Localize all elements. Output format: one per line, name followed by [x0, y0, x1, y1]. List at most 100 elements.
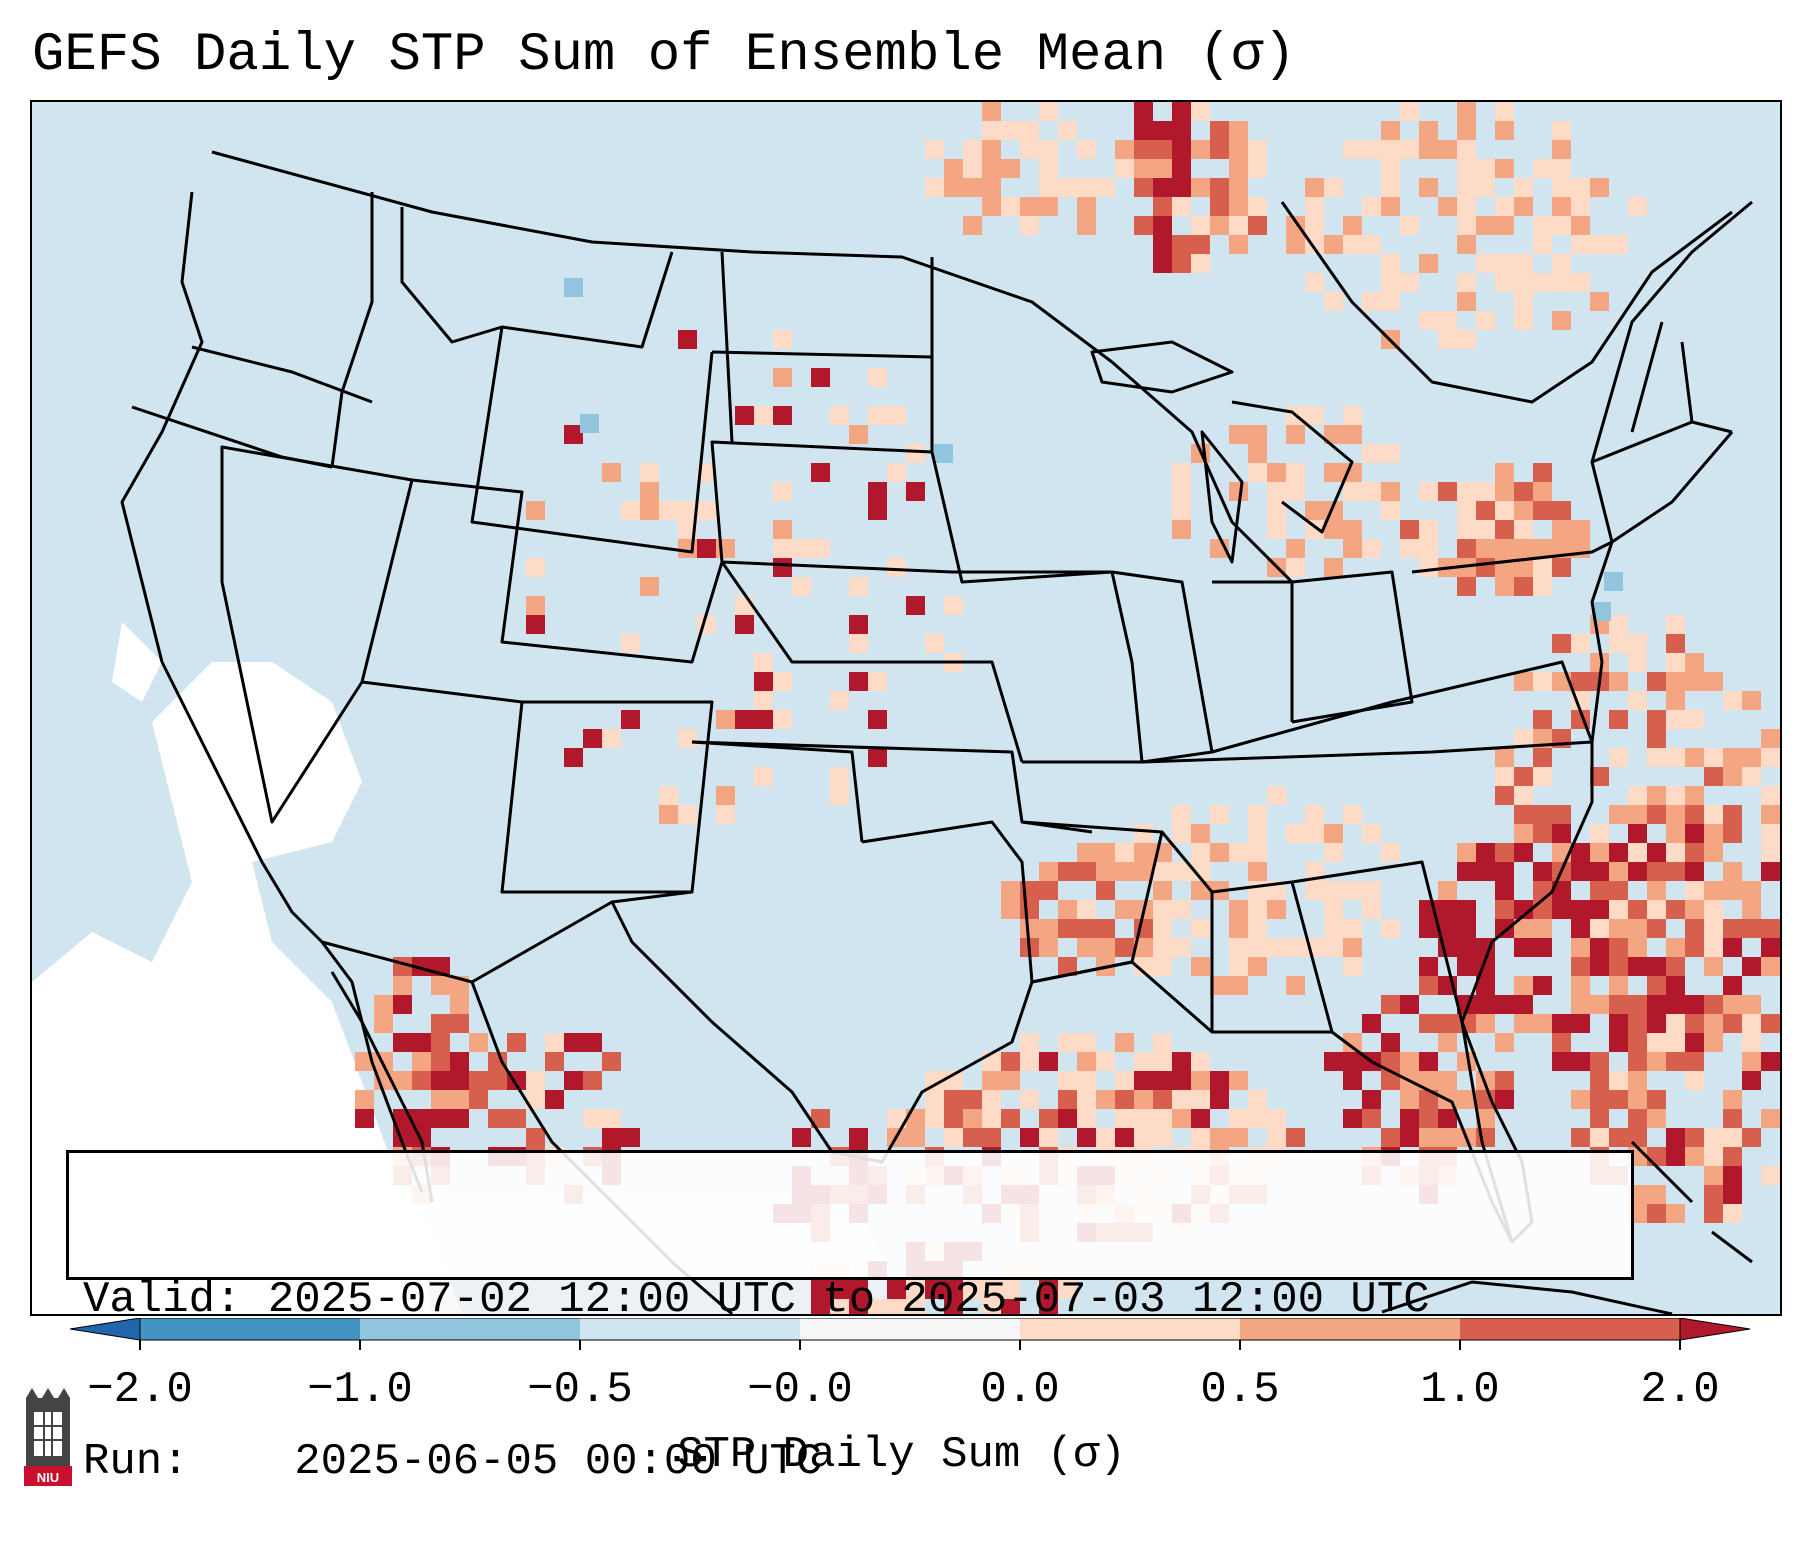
stp-cell	[849, 615, 868, 634]
stp-cell	[1381, 843, 1400, 862]
stp-cell	[1457, 140, 1476, 159]
colorbar-outline	[139, 1318, 1681, 1341]
stp-cell	[1305, 273, 1324, 292]
stp-cell	[1305, 197, 1324, 216]
stp-cell	[1571, 957, 1590, 976]
stp-cell	[1666, 938, 1685, 957]
stp-cell	[1590, 653, 1609, 672]
stp-cell	[1229, 1071, 1248, 1090]
stp-cell	[1457, 938, 1476, 957]
stp-cell	[697, 501, 716, 520]
stp-cell	[469, 1090, 488, 1109]
stp-cell	[1742, 919, 1761, 938]
stp-cell	[1210, 805, 1229, 824]
ne-ks	[720, 561, 1024, 763]
stp-cell	[1628, 634, 1647, 653]
stp-cell	[621, 710, 640, 729]
stp-cell	[1533, 235, 1552, 254]
stp-cell	[1628, 824, 1647, 843]
stp-cell	[944, 1280, 963, 1299]
stp-cell	[1533, 1014, 1552, 1033]
stp-cell	[1647, 1147, 1666, 1166]
stp-cell	[1362, 824, 1381, 843]
stp-cell	[1400, 1090, 1419, 1109]
stp-cell	[1704, 900, 1723, 919]
colorbar-ticks	[139, 1340, 1681, 1350]
stp-cell	[1191, 824, 1210, 843]
stp-cell	[1571, 672, 1590, 691]
stp-cell	[1761, 957, 1780, 976]
stp-cell	[1438, 311, 1457, 330]
stp-cell	[1362, 1014, 1381, 1033]
stp-cell	[1647, 881, 1666, 900]
stp-cell	[1343, 805, 1362, 824]
run-label: Run:	[83, 1437, 189, 1487]
stp-cell	[1248, 938, 1267, 957]
stp-cell	[1343, 482, 1362, 501]
stp-cell	[602, 729, 621, 748]
stp-cell	[1647, 843, 1666, 862]
stp-cell	[1343, 216, 1362, 235]
stp-cell	[982, 121, 1001, 140]
valid-run-info-box: Valid: 2025-07-02 12:00 UTC to 2025-07-0…	[66, 1150, 1634, 1487]
stp-cell	[374, 1014, 393, 1033]
stp-cell	[1457, 482, 1476, 501]
stp-cell	[982, 159, 1001, 178]
stp-cell	[963, 159, 982, 178]
canada-border	[211, 150, 1113, 364]
stp-cell	[1704, 1166, 1723, 1185]
stp-cell	[1324, 843, 1343, 862]
stp-cell	[1666, 1204, 1685, 1223]
stp-cell	[1343, 235, 1362, 254]
stp-cell	[1229, 1128, 1248, 1147]
stp-cell	[868, 482, 887, 501]
stp-cell	[1495, 786, 1514, 805]
stp-cell	[1115, 843, 1134, 862]
stp-cell	[1742, 1128, 1761, 1147]
stp-cell	[1457, 102, 1476, 121]
stp-cell	[1115, 1090, 1134, 1109]
stp-cell	[1343, 463, 1362, 482]
stp-cell	[944, 596, 963, 615]
run-value: 2025-06-05 00:00 UTC	[294, 1437, 823, 1487]
stp-cell	[1229, 178, 1248, 197]
stp-cell	[1172, 520, 1191, 539]
stp-cell	[1362, 1090, 1381, 1109]
stp-cell	[1666, 862, 1685, 881]
stp-cell	[1134, 140, 1153, 159]
stp-cell	[1723, 1014, 1742, 1033]
stp-cell	[1609, 862, 1628, 881]
stp-cell	[906, 596, 925, 615]
stp-cell	[1172, 102, 1191, 121]
stp-cell	[1229, 482, 1248, 501]
stp-cell	[1761, 1014, 1780, 1033]
stp-cell	[1153, 140, 1172, 159]
stp-cell	[1628, 900, 1647, 919]
stp-cell	[1248, 159, 1267, 178]
stp-cell	[1001, 121, 1020, 140]
stp-cell	[1628, 995, 1647, 1014]
stp-cell	[1761, 748, 1780, 767]
stp-cell	[1324, 919, 1343, 938]
stp-cell	[925, 140, 944, 159]
map-panel[interactable]	[30, 100, 1782, 1316]
stp-cell	[1419, 957, 1438, 976]
stp-cell	[1704, 919, 1723, 938]
stp-cell	[773, 539, 792, 558]
stp-cell	[716, 710, 735, 729]
stp-cell	[1685, 1147, 1704, 1166]
stp-cell	[1419, 1128, 1438, 1147]
stp-cell	[1723, 1128, 1742, 1147]
colorbar-tick-label: 0.0	[980, 1365, 1060, 1415]
stp-cell	[1666, 1033, 1685, 1052]
stp-cell	[1191, 140, 1210, 159]
nm-tx	[691, 740, 864, 843]
stp-cell	[1248, 1109, 1267, 1128]
stp-cell	[1590, 1052, 1609, 1071]
stp-cell	[1001, 1280, 1020, 1299]
stp-cell	[1020, 919, 1039, 938]
stp-cell	[1761, 786, 1780, 805]
stp-cell	[1476, 216, 1495, 235]
stp-cell	[1381, 444, 1400, 463]
stp-cell	[355, 1090, 374, 1109]
